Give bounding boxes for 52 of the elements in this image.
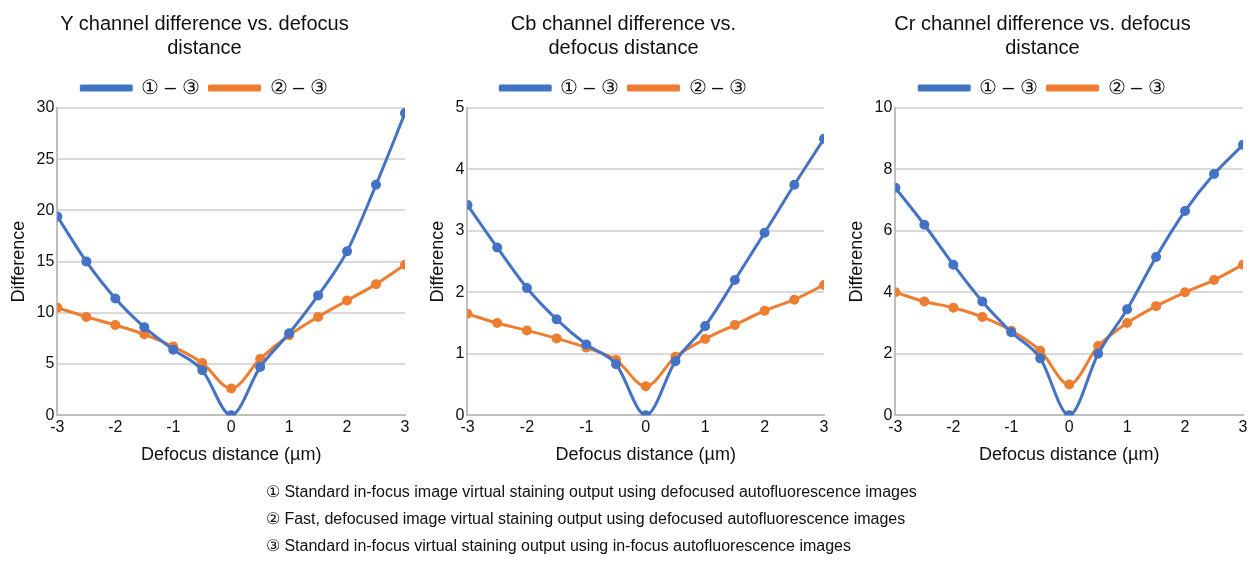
x-tick-label: 2 xyxy=(342,418,352,436)
x-tick-label: 1 xyxy=(284,418,294,436)
y-tick-label: 1 xyxy=(455,344,465,362)
legend-label: ② – ③ xyxy=(269,75,328,98)
y-tick-label: 2 xyxy=(455,282,465,300)
y-tick-label: 5 xyxy=(455,98,465,116)
x-axis-title: Defocus distance (µm) xyxy=(555,444,736,465)
y-tick-label: 25 xyxy=(36,149,55,167)
x-tick-label: 0 xyxy=(226,418,236,436)
y-tick-label: 5 xyxy=(45,354,55,372)
legend-label: ① – ③ xyxy=(979,75,1038,98)
text: ③ Standard in-focus virtual staining output using in-focus autofluorescence images xyxy=(266,536,852,556)
y-tick-label: 20 xyxy=(36,200,55,218)
x-tick-label: -2 xyxy=(946,418,961,436)
x-tick-label: 0 xyxy=(641,418,651,436)
x-axis-title: Defocus distance (µm) xyxy=(140,444,322,465)
y-tick-label: 8 xyxy=(883,159,893,177)
y-axis-title: Difference xyxy=(7,220,28,303)
legend-label: ① – ③ xyxy=(560,75,619,98)
x-tick-label: -1 xyxy=(166,418,181,436)
x-tick-label: -2 xyxy=(519,418,535,436)
x-axis-title: Defocus distance (µm) xyxy=(978,444,1160,465)
y-axis-title: Difference xyxy=(845,220,866,303)
x-tick-label: 1 xyxy=(1122,418,1132,436)
y-tick-label: 10 xyxy=(874,98,893,116)
y-tick-label: 4 xyxy=(883,282,893,300)
y-axis-title: Difference xyxy=(426,220,447,303)
text: ② Fast, defocused image virtual staining output using defocused autofluorescence images xyxy=(266,509,907,529)
x-tick-label: 2 xyxy=(760,418,770,436)
x-tick-label: 1 xyxy=(700,418,710,436)
x-tick-label: 3 xyxy=(819,418,829,436)
x-tick-label: 2 xyxy=(1180,418,1190,436)
y-tick-label: 6 xyxy=(883,221,893,239)
text: ① Standard in-focus image virtual staining output using defocused autofluorescence images xyxy=(266,482,918,502)
x-tick-label: 0 xyxy=(1064,418,1074,436)
x-tick-label: -1 xyxy=(579,418,594,436)
chart-title: Cr channel difference vs. defocus distance xyxy=(894,11,1191,58)
y-tick-label: 10 xyxy=(36,303,55,321)
x-tick-label: 3 xyxy=(400,418,410,436)
y-tick-label: 30 xyxy=(36,98,55,116)
y-tick-label: 2 xyxy=(883,344,893,362)
y-tick-label: 3 xyxy=(455,221,465,239)
chart-title: Y channel difference vs. defocus distance xyxy=(60,11,349,58)
chart-title: Cb channel difference vs. defocus distance xyxy=(510,11,737,58)
legend-label: ① – ③ xyxy=(141,75,200,98)
legend-label: ② – ③ xyxy=(688,75,747,98)
x-tick-label: -1 xyxy=(1004,418,1019,436)
x-tick-label: -2 xyxy=(108,418,123,436)
y-tick-label: 15 xyxy=(36,252,55,270)
y-tick-label: 4 xyxy=(455,159,465,177)
legend-label: ② – ③ xyxy=(1107,75,1166,98)
x-tick-label: 3 xyxy=(1238,418,1248,436)
